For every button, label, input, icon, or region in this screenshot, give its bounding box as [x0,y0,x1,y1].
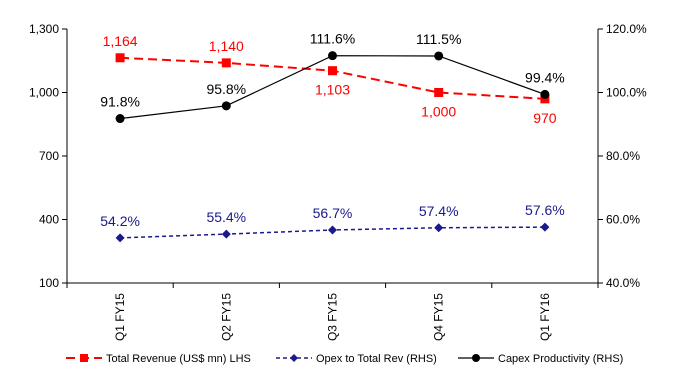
legend-label-opex: Opex to Total Rev (RHS) [316,353,437,365]
opex-data-label: 56.7% [313,205,353,221]
capex-data-label: 111.5% [416,31,461,47]
opex-data-label: 55.4% [206,209,246,225]
right-tick-label: 120.0% [606,22,647,36]
right-tick-label: 100.0% [606,86,647,100]
capex-point [434,51,444,61]
opex-point [328,225,337,235]
revenue-data-label: 1,000 [421,104,456,120]
legend-marker [290,354,298,362]
x-tick-label: Q3 FY15 [326,293,340,341]
capex-data-label: 95.8% [206,81,246,97]
legend-marker [472,354,480,362]
capex-data-label: 111.6% [310,31,355,47]
revenue-data-label: 1,140 [209,38,244,54]
legend-label-revenue: Total Revenue (US$ mn) LHS [106,353,251,365]
x-tick-label: Q4 FY15 [432,293,446,341]
revenue-data-label: 970 [533,110,557,126]
left-tick-label: 1,000 [29,86,59,100]
revenue-point [115,53,125,63]
revenue-data-label: 1,103 [315,82,350,98]
opex-data-label: 57.6% [525,202,565,218]
capex-point [328,51,337,61]
left-tick-label: 700 [39,149,59,163]
revenue-point [221,58,231,68]
revenue-point [434,88,444,97]
opex-data-label: 54.2% [100,213,140,229]
opex-point [221,229,231,239]
legend-label-capex: Capex Productivity (RHS) [498,353,623,365]
revenue-point [328,66,337,76]
right-tick-label: 80.0% [606,149,640,163]
capex-data-label: 91.8% [100,94,140,110]
opex-point [115,233,125,243]
opex-data-label: 57.4% [419,203,459,219]
opex-point [434,223,444,233]
capex-point [221,101,231,111]
left-tick-label: 100 [39,276,59,290]
x-tick-label: Q1 FY15 [113,293,127,341]
right-tick-label: 60.0% [606,213,640,227]
revenue-data-label: 1,164 [103,33,138,49]
capex-point [540,89,550,99]
legend-marker [80,354,88,362]
x-tick-label: Q2 FY15 [219,293,233,341]
capex-point [115,114,125,124]
left-tick-label: 400 [39,213,59,227]
right-tick-label: 40.0% [606,276,640,290]
left-tick-label: 1,300 [29,22,59,36]
opex-point [540,222,550,232]
capex-data-label: 99.4% [525,69,565,85]
x-tick-label: Q1 FY16 [538,293,552,341]
